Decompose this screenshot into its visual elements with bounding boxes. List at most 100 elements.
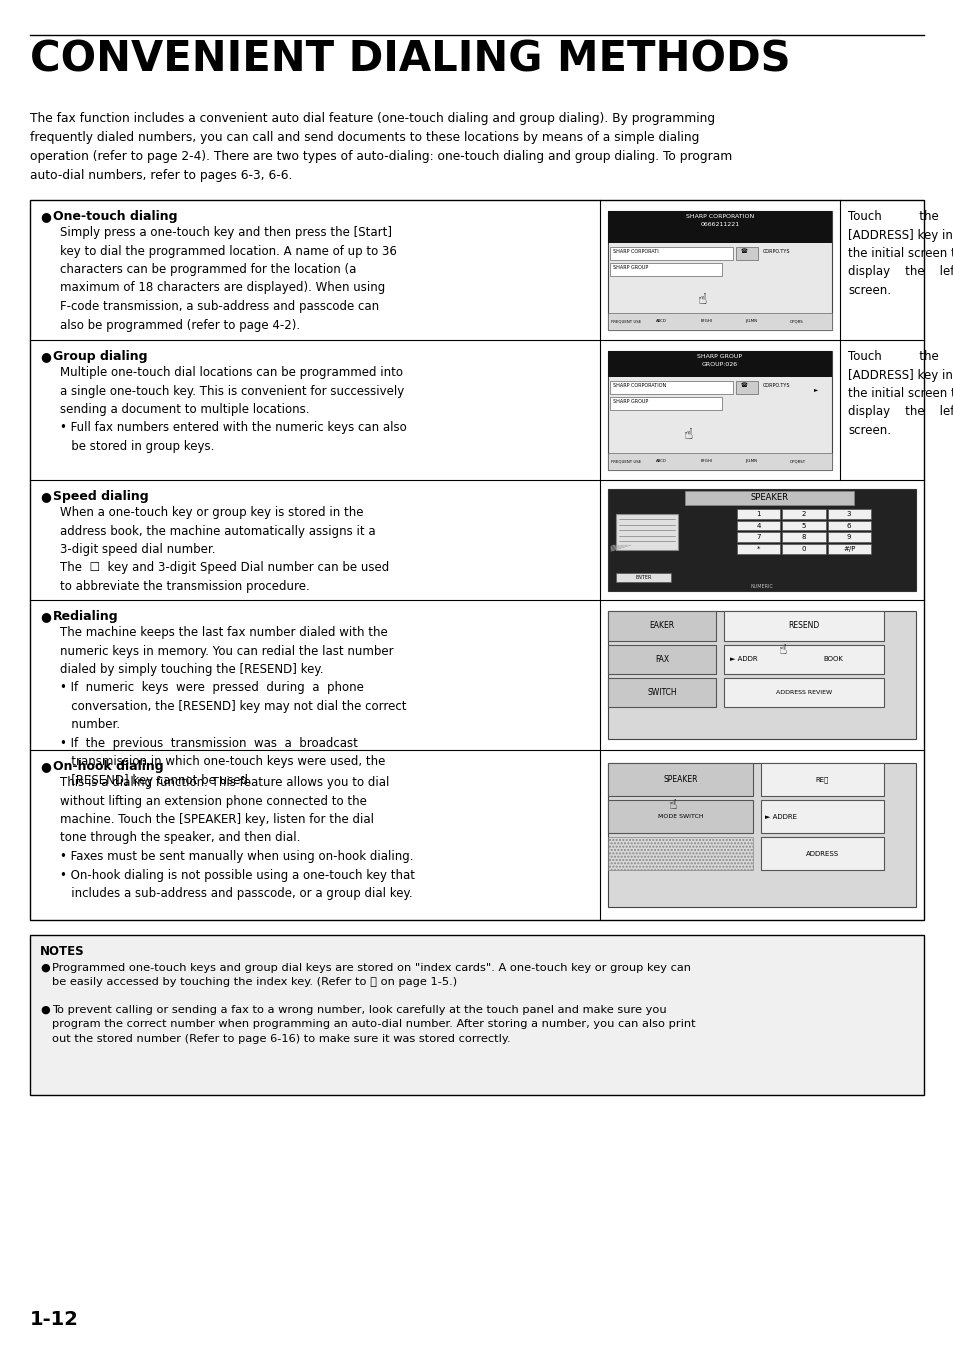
Text: ☎: ☎ [740,249,746,254]
Text: On-hook dialing: On-hook dialing [53,761,164,773]
Text: 5: 5 [801,523,805,528]
Text: 0: 0 [801,546,805,553]
Text: ENTER: ENTER [635,574,651,580]
Text: SHARP GROUP: SHARP GROUP [613,265,648,270]
Bar [827,520,870,531]
Bar [607,611,715,640]
Text: Redialing: Redialing [53,611,118,623]
Text: The machine keeps the last fax number dialed with the
numeric keys in memory. Yo: The machine keeps the last fax number di… [60,626,406,788]
Text: CONVENIENT DIALING METHODS: CONVENIENT DIALING METHODS [30,38,790,80]
Bar [827,532,870,542]
Text: Multiple one-touch dial locations can be programmed into
a single one-touch key.: Multiple one-touch dial locations can be… [60,366,406,453]
Text: ●: ● [40,963,50,973]
Bar [616,573,671,582]
Text: RE␥: RE␥ [815,775,828,782]
Text: CORPO.TYS: CORPO.TYS [761,249,789,254]
Text: SHARP CORPORATI: SHARP CORPORATI [613,249,659,254]
Text: ●: ● [40,490,51,503]
Text: 7: 7 [756,534,760,540]
Text: MODE SWITCH: MODE SWITCH [657,815,702,819]
Bar [607,800,752,834]
Text: ☝: ☝ [778,643,786,657]
Text: To prevent calling or sending a fax to a wrong number, look carefully at the tou: To prevent calling or sending a fax to a… [52,1005,695,1044]
Text: SHARP GROUP: SHARP GROUP [697,354,741,358]
Bar [607,611,915,739]
Text: OPQRST: OPQRST [789,459,805,463]
Bar [760,800,883,834]
Bar [735,247,758,259]
Text: ☝: ☝ [683,427,693,442]
Text: FREQUENT USE: FREQUENT USE [610,319,640,323]
Bar [781,520,824,531]
Bar [781,544,824,554]
Bar [684,490,854,505]
Bar [616,513,677,550]
Text: Programmed one-touch keys and group dial keys are stored on "index cards". A one: Programmed one-touch keys and group dial… [52,963,690,988]
Text: SPEAKER: SPEAKER [750,493,788,503]
Text: One-touch dialing: One-touch dialing [53,209,177,223]
Bar [607,813,752,834]
Bar [607,313,831,330]
Bar [737,544,780,554]
Bar [607,211,831,243]
Text: EAKER: EAKER [649,621,674,631]
Text: Simply press a one-touch key and then press the [Start]
key to dial the programm: Simply press a one-touch key and then pr… [60,226,396,331]
Text: SWITCH: SWITCH [646,688,676,697]
Text: 2: 2 [801,511,805,517]
Text: EFGHI: EFGHI [700,319,712,323]
Text: GROUP:026: GROUP:026 [701,362,738,366]
Text: 6: 6 [846,523,850,528]
Text: SHARP CORPORATION: SHARP CORPORATION [685,213,753,219]
Text: Speed dialing: Speed dialing [53,490,149,503]
Text: The fax function includes a convenient auto dial feature (one-touch dialing and : The fax function includes a convenient a… [30,112,732,182]
Bar [30,200,923,920]
Bar [737,520,780,531]
Text: ●: ● [40,209,51,223]
Bar [607,489,915,590]
Text: 3: 3 [846,511,850,517]
Bar [607,763,752,796]
Text: ☎: ☎ [740,382,746,388]
Text: JKLMN: JKLMN [744,319,757,323]
Text: ●: ● [40,761,51,773]
Text: NOTES: NOTES [40,944,85,958]
Text: RESEND: RESEND [787,621,819,631]
Bar [827,544,870,554]
Bar [723,644,883,674]
Bar [607,763,915,908]
Text: When a one-touch key or group key is stored in the
address book, the machine aut: When a one-touch key or group key is sto… [60,507,389,593]
Text: OPQRS: OPQRS [789,319,803,323]
Bar [607,644,715,674]
Text: ► ADDRE: ► ADDRE [764,813,796,820]
Text: Group dialing: Group dialing [53,350,148,363]
Bar [607,350,831,470]
Text: 1: 1 [756,511,760,517]
Text: ABCD: ABCD [655,319,666,323]
Bar [735,381,758,393]
Text: ADDRESS: ADDRESS [805,851,838,857]
Bar [737,532,780,542]
Text: 0666211221: 0666211221 [700,222,739,227]
Bar [609,381,733,393]
Text: CORPO.TYS: CORPO.TYS [761,382,789,388]
Bar [607,453,831,470]
Text: SHARP GROUP: SHARP GROUP [613,399,648,404]
Text: 9: 9 [846,534,850,540]
Bar [609,262,721,276]
Text: This is a dialing function. This feature allows you to dial
without lifting an e: This is a dialing function. This feature… [60,775,415,900]
Text: NUMERIC: NUMERIC [750,585,773,589]
Text: Touch          the
[ADDRESS] key in
the initial screen to
display    the    left: Touch the [ADDRESS] key in the initial s… [847,209,953,297]
Text: 4: 4 [756,523,760,528]
Bar [609,397,721,409]
Text: ●: ● [40,1005,50,1015]
Text: BOOK: BOOK [822,657,842,662]
Text: Touch          the
[ADDRESS] key in
the initial screen to
display    the    left: Touch the [ADDRESS] key in the initial s… [847,350,953,436]
Text: FAX: FAX [654,655,668,663]
Text: ●: ● [40,350,51,363]
Bar [30,935,923,1096]
Text: ABCD: ABCD [655,459,666,463]
Text: SHARP CORPORATION: SHARP CORPORATION [613,382,665,388]
Text: ADDRESS REVIEW: ADDRESS REVIEW [775,690,831,694]
Bar [760,838,883,870]
Bar [827,509,870,519]
